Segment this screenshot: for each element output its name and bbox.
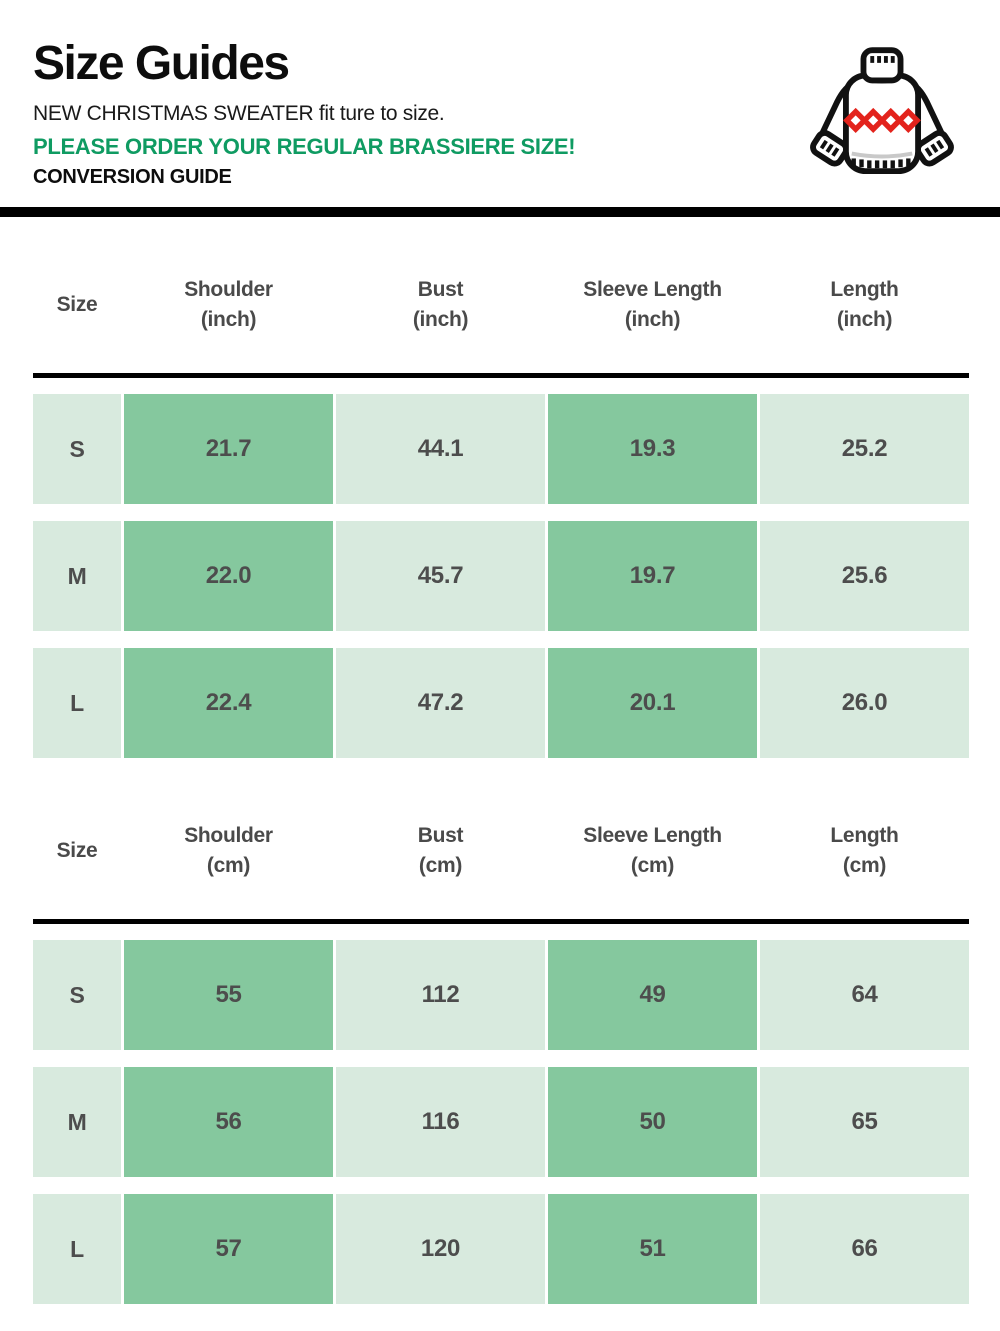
cell-sleeve: 19.7: [548, 521, 757, 631]
table-header-underline: [33, 373, 969, 378]
cell-length: 26.0: [760, 648, 969, 758]
column-header-length: Length (cm): [830, 823, 899, 877]
cell-length: 65: [760, 1067, 969, 1177]
cell-sleeve: 49: [548, 940, 757, 1050]
cell-length: 66: [760, 1194, 969, 1304]
fit-subtitle: NEW CHRISTMAS SWEATER fit ture to size.: [33, 102, 445, 125]
cell-sleeve: 19.3: [548, 394, 757, 504]
column-header-bust: Bust (cm): [417, 823, 464, 877]
cell-size: M: [33, 521, 121, 631]
cell-sleeve: 20.1: [548, 648, 757, 758]
cell-size: L: [33, 648, 121, 758]
table-row-s: S 21.7 44.1 19.3 25.2: [33, 394, 969, 504]
cell-shoulder: 56: [124, 1067, 333, 1177]
header-divider-bar: [0, 207, 1000, 217]
christmas-sweater-icon: [810, 47, 954, 175]
cell-bust: 47.2: [336, 648, 545, 758]
table-row-l: L 22.4 47.2 20.1 26.0: [33, 648, 969, 758]
table-row-s: S 55 112 49 64: [33, 940, 969, 1050]
page-title: Size Guides: [33, 37, 290, 90]
size-table-inch: Size Shoulder (inch) Bust (inch) Sleeve …: [33, 262, 969, 758]
table-header-row: Size Shoulder (inch) Bust (inch) Sleeve …: [33, 262, 969, 348]
column-header-size: Size: [56, 838, 98, 862]
cell-length: 25.2: [760, 394, 969, 504]
cell-sleeve: 51: [548, 1194, 757, 1304]
table-row-l: L 57 120 51 66: [33, 1194, 969, 1304]
cell-bust: 120: [336, 1194, 545, 1304]
cell-size: S: [33, 394, 121, 504]
cell-length: 64: [760, 940, 969, 1050]
cell-shoulder: 22.4: [124, 648, 333, 758]
column-header-bust: Bust (inch): [412, 277, 469, 331]
cell-size: M: [33, 1067, 121, 1177]
size-table-cm: Size Shoulder (cm) Bust (cm) Sleeve Leng…: [33, 808, 969, 1304]
cell-shoulder: 57: [124, 1194, 333, 1304]
cell-sleeve: 50: [548, 1067, 757, 1177]
table-header-row: Size Shoulder (cm) Bust (cm) Sleeve Leng…: [33, 808, 969, 894]
column-header-size: Size: [56, 292, 98, 316]
cell-shoulder: 55: [124, 940, 333, 1050]
order-notice: PLEASE ORDER YOUR REGULAR BRASSIERE SIZE…: [33, 134, 576, 159]
column-header-sleeve-length: Sleeve Length (cm): [583, 823, 722, 877]
cell-bust: 45.7: [336, 521, 545, 631]
cell-shoulder: 21.7: [124, 394, 333, 504]
column-header-length: Length (inch): [830, 277, 899, 331]
column-header-shoulder: Shoulder (cm): [184, 823, 273, 877]
table-row-m: M 22.0 45.7 19.7 25.6: [33, 521, 969, 631]
cell-bust: 112: [336, 940, 545, 1050]
cell-bust: 44.1: [336, 394, 545, 504]
cell-length: 25.6: [760, 521, 969, 631]
column-header-shoulder: Shoulder (inch): [184, 277, 273, 331]
cell-size: S: [33, 940, 121, 1050]
column-header-sleeve-length: Sleeve Length (inch): [583, 277, 722, 331]
conversion-guide-label: CONVERSION GUIDE: [33, 166, 232, 188]
cell-shoulder: 22.0: [124, 521, 333, 631]
cell-size: L: [33, 1194, 121, 1304]
cell-bust: 116: [336, 1067, 545, 1177]
table-row-m: M 56 116 50 65: [33, 1067, 969, 1177]
table-header-underline: [33, 919, 969, 924]
